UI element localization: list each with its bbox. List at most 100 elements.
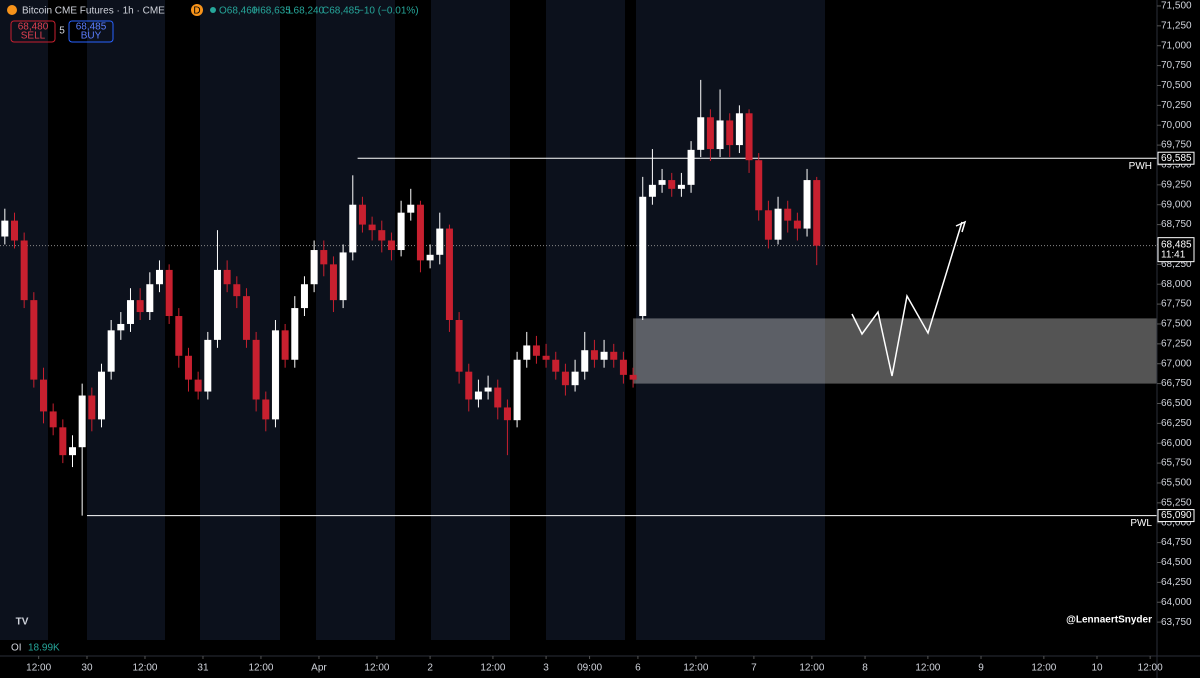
candle-body <box>213 269 221 340</box>
candle-body <box>78 395 86 448</box>
x-tick-label: 31 <box>197 663 209 674</box>
candle-body <box>194 379 202 392</box>
x-tick-label: Apr <box>311 663 327 674</box>
buy-button[interactable] <box>68 20 114 43</box>
x-tick-label: 12:00 <box>1138 663 1163 674</box>
y-tick-label: 70,000 <box>1161 120 1192 131</box>
candle-body <box>803 180 811 229</box>
candle-body <box>523 345 531 360</box>
sell-button[interactable] <box>10 20 56 43</box>
x-tick-label: 12:00 <box>683 663 708 674</box>
y-tick-label: 66,250 <box>1161 418 1192 429</box>
candle-body <box>774 208 782 240</box>
y-tick-label: 68,250 <box>1161 259 1192 270</box>
candle-body <box>426 254 434 261</box>
level-name: PWH <box>1129 161 1152 172</box>
candle-body <box>204 339 212 392</box>
candle-body <box>242 296 250 340</box>
x-tick-label: 6 <box>635 663 641 674</box>
candle-body <box>387 240 395 251</box>
badge <box>191 4 203 16</box>
y-tick-label: 67,250 <box>1161 338 1192 349</box>
session-band <box>636 0 825 640</box>
buy-price[interactable]: 68,485 <box>76 22 107 33</box>
session-band <box>200 0 280 640</box>
candle-body <box>455 320 463 372</box>
candle-body <box>358 204 366 225</box>
candle-body <box>10 220 18 241</box>
y-tick-label: 64,500 <box>1161 557 1192 568</box>
candle-body <box>281 330 289 360</box>
y-tick-label: 65,000 <box>1161 517 1192 528</box>
candle-body <box>726 120 734 146</box>
candle-body <box>581 350 589 372</box>
y-tick-label: 70,750 <box>1161 60 1192 71</box>
candle-body <box>20 240 28 301</box>
arrow-head <box>955 220 967 233</box>
candle-body <box>88 395 96 420</box>
candle-body <box>223 269 231 285</box>
ohlc-open: O68,460 <box>219 6 258 17</box>
price-tag <box>1157 237 1195 263</box>
x-tick-label: 09:00 <box>577 663 602 674</box>
plot: PWH PWL <box>0 79 1157 529</box>
y-tick-label: 65,250 <box>1161 497 1192 508</box>
x-tick-label: 2 <box>427 663 433 674</box>
x-tick-label: 12:00 <box>799 663 824 674</box>
session-band <box>431 0 510 640</box>
session-band <box>87 0 165 640</box>
candle-body <box>532 345 540 356</box>
price-countdown: 11:41 <box>1161 249 1186 260</box>
candle-body <box>155 269 163 285</box>
sell-label[interactable]: SELL <box>21 31 46 42</box>
candle-body <box>30 300 38 380</box>
y-tick-label: 66,000 <box>1161 438 1192 449</box>
candle-body <box>252 339 260 400</box>
y-tick-label: 67,000 <box>1161 358 1192 369</box>
candle-body <box>445 228 453 320</box>
candle-body <box>590 350 598 360</box>
candle-body <box>658 180 666 185</box>
x-tick-label: 9 <box>978 663 984 674</box>
candle-body <box>165 269 173 317</box>
buy-label[interactable]: BUY <box>81 31 102 42</box>
candle-body <box>494 387 502 408</box>
y-tick-label: 71,000 <box>1161 40 1192 51</box>
y-tick-label: 69,750 <box>1161 140 1192 151</box>
candle-body <box>706 117 714 150</box>
x-tick-label: 12:00 <box>480 663 505 674</box>
y-tick-label: 63,750 <box>1161 617 1192 628</box>
ohlc-low: L68,240 <box>288 6 325 17</box>
sell-price[interactable]: 68,480 <box>18 22 49 33</box>
projection-arrow <box>851 221 963 377</box>
tv-logo: TV <box>16 617 29 628</box>
candle-body <box>329 264 337 301</box>
x-tick-label: 12:00 <box>248 663 273 674</box>
candle-body <box>117 323 125 331</box>
ohlc-close: C68,485 <box>322 6 360 17</box>
y-tick-label: 65,750 <box>1161 458 1192 469</box>
candle-body <box>619 359 627 375</box>
candle-body <box>571 371 579 386</box>
candle-body <box>320 250 328 265</box>
candle-body <box>339 252 347 301</box>
y-tick-label: 66,500 <box>1161 398 1192 409</box>
demand-zone <box>633 318 1157 384</box>
candle-body <box>1 220 9 237</box>
candle-body <box>610 351 618 360</box>
y-tick-label: 64,000 <box>1161 597 1192 608</box>
candle-body <box>687 149 695 185</box>
btc-icon <box>7 5 17 15</box>
y-tick-label: 70,500 <box>1161 80 1192 91</box>
candle-body <box>310 250 318 285</box>
x-tick-label: 30 <box>81 663 93 674</box>
candle-body <box>755 160 763 211</box>
y-tick-label: 67,750 <box>1161 299 1192 310</box>
candle-body <box>107 330 115 372</box>
y-tick-label: 65,500 <box>1161 478 1192 489</box>
candle-body <box>39 379 47 412</box>
candle-body <box>484 387 492 392</box>
symbol-title: Bitcoin CME Futures · 1h · CME <box>22 6 165 17</box>
price-tag-label: 68,485 <box>1161 239 1192 250</box>
